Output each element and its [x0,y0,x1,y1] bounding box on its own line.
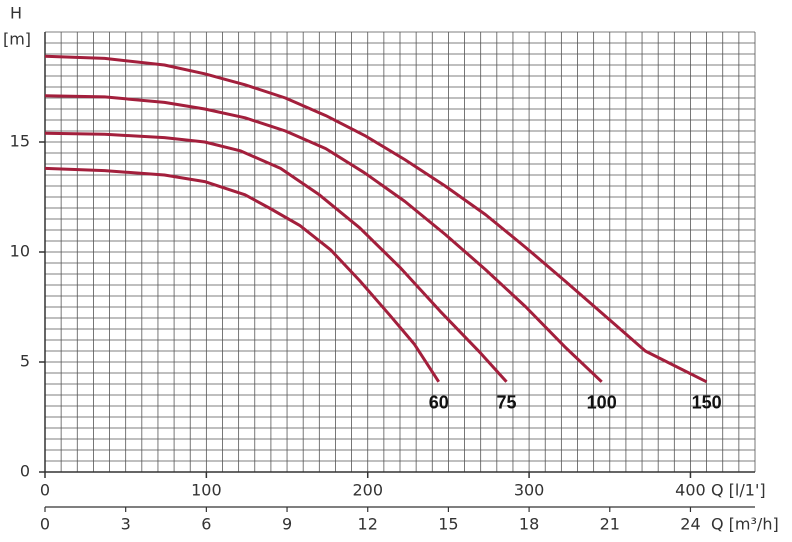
x2-tick-label: 6 [201,515,211,534]
y-tick-label: 15 [10,132,30,151]
x2-tick-label: 12 [358,515,378,534]
x2-tick-label: 21 [600,515,620,534]
x2-tick-label: 9 [282,515,292,534]
x-tick-label: 100 [191,481,222,500]
pump-curve [44,131,508,383]
x-tick-label: 200 [352,481,383,500]
x2-axis-label: Q [m³/h] [711,515,779,534]
x-axis-label: Q [l/1'] [711,481,766,500]
pump-curve [44,166,440,383]
y-tick-label: 0 [20,462,30,481]
series-label: 100 [587,393,617,413]
series-label: 150 [692,393,722,413]
y-tick-label: 10 [10,242,30,261]
series-label: 75 [496,393,516,413]
x2-tick-label: 18 [519,515,539,534]
x2-tick-label: 3 [121,515,131,534]
pump-curve [44,54,708,384]
y-axis-unit: [m] [3,30,31,49]
x-tick-label: 400 [675,481,706,500]
y-tick-label: 5 [20,352,30,371]
x2-tick-label: 0 [40,515,50,534]
x2-tick-label: 15 [438,515,458,534]
x-tick-label: 0 [40,481,50,500]
pump-curve [44,94,603,383]
series-label: 60 [429,393,449,413]
x2-tick-label: 24 [680,515,700,534]
x-tick-label: 300 [514,481,545,500]
y-axis-label: H [10,4,22,23]
